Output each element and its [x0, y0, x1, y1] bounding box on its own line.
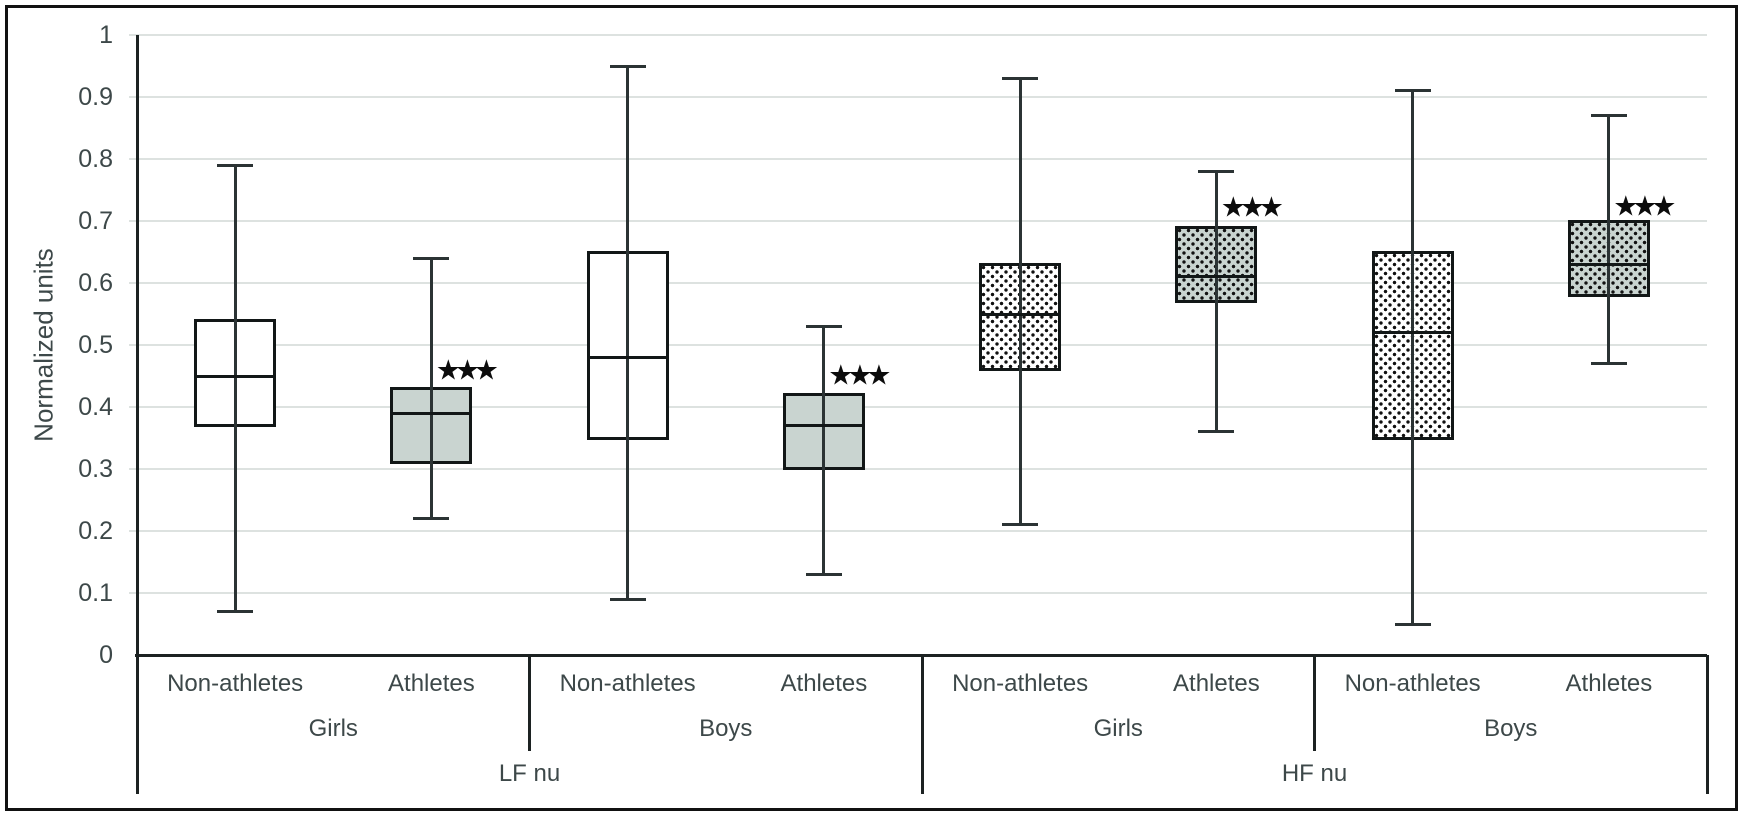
whisker-line [1018, 78, 1022, 525]
whisker-line [626, 66, 630, 600]
whisker-line [1214, 171, 1218, 432]
category-label-group: Non-athletes [952, 670, 1089, 697]
y-tick-label: 0.7 [78, 207, 113, 235]
whisker-cap-min [805, 572, 842, 576]
significance-stars: ★★★ [435, 354, 499, 386]
whisker-cap-min [1394, 622, 1431, 626]
y-gridline [129, 34, 1707, 36]
y-tick-label: 0.4 [78, 393, 113, 421]
y-tick-label: 0.8 [78, 145, 113, 173]
median-line [1567, 262, 1650, 266]
whisker-cap-max [217, 163, 254, 167]
category-label-group: Athletes [780, 670, 868, 697]
median-line [194, 374, 277, 378]
median-line [782, 424, 865, 428]
whisker-cap-max [805, 324, 842, 328]
category-label-band: LF nu [498, 760, 561, 787]
y-tick-label: 0.1 [78, 579, 113, 607]
y-gridline [129, 592, 1707, 594]
whisker-cap-max [1198, 169, 1235, 173]
whisker-cap-min [609, 597, 646, 601]
whisker-cap-max [609, 64, 646, 68]
y-tick-label: 0.9 [78, 83, 113, 111]
whisker-cap-max [1002, 76, 1039, 80]
whisker-line [1411, 90, 1415, 624]
whisker-cap-min [1590, 362, 1627, 366]
whisker-cap-max [1590, 114, 1627, 118]
y-gridline [129, 158, 1707, 160]
median-line [586, 355, 669, 359]
y-gridline [129, 406, 1707, 408]
figure-border [5, 5, 1738, 811]
whisker-cap-min [217, 610, 254, 614]
category-label-group: Non-athletes [559, 670, 696, 697]
whisker-line [429, 258, 433, 519]
whisker-line [1607, 115, 1611, 364]
median-line [390, 411, 473, 415]
y-axis-line [136, 35, 139, 655]
category-label-group: Athletes [388, 670, 475, 697]
category-label-group: Non-athletes [167, 670, 304, 697]
y-gridline [129, 96, 1707, 98]
significance-stars: ★★★ [828, 359, 891, 391]
y-tick-label: 1 [99, 21, 113, 49]
y-gridline [129, 468, 1707, 470]
median-line [979, 312, 1062, 316]
median-line [1175, 275, 1258, 279]
category-label-sex: Boys [1484, 715, 1538, 742]
category-label-sex: Girls [308, 715, 358, 742]
category-label-group: Athletes [1565, 670, 1653, 697]
category-label-sex: Girls [1093, 715, 1143, 742]
y-gridline [129, 344, 1707, 346]
category-separator [1313, 655, 1316, 751]
median-line [1371, 331, 1454, 335]
y-gridline [129, 530, 1707, 532]
whisker-cap-max [1394, 89, 1431, 93]
whisker-cap-min [413, 517, 450, 521]
significance-stars: ★★★ [1613, 190, 1676, 221]
whisker-cap-min [1002, 523, 1039, 527]
category-separator [920, 655, 924, 794]
y-tick-label: 0 [99, 641, 113, 669]
whisker-line [822, 326, 826, 575]
whisker-line [233, 165, 237, 612]
category-label-sex: Boys [699, 715, 753, 742]
y-tick-label: 0.5 [78, 331, 113, 359]
y-gridline [129, 282, 1707, 284]
significance-stars: ★★★ [1220, 191, 1284, 223]
category-separator [528, 655, 531, 751]
y-gridline [129, 220, 1707, 222]
category-label-band: HF nu [1281, 760, 1348, 787]
y-tick-label: 0.2 [78, 517, 113, 545]
category-separator [1705, 655, 1709, 794]
category-label-group: Non-athletes [1344, 670, 1481, 697]
category-separator [135, 655, 139, 794]
category-label-group: Athletes [1173, 670, 1260, 697]
y-tick-label: 0.3 [78, 455, 113, 483]
whisker-cap-max [413, 256, 450, 260]
y-tick-label: 0.6 [78, 269, 113, 297]
whisker-cap-min [1198, 430, 1235, 434]
